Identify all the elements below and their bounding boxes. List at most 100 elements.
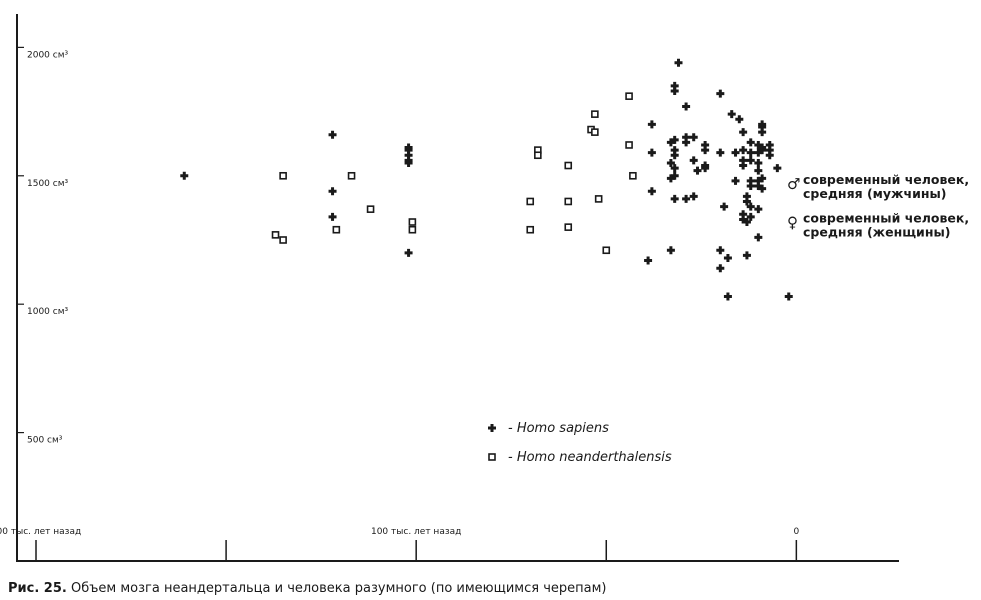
neanderthal-point bbox=[526, 197, 535, 206]
homo-sapiens-point bbox=[666, 246, 675, 255]
homo-sapiens-point bbox=[328, 212, 337, 221]
homo-sapiens-point bbox=[682, 194, 691, 203]
scatter-chart: 2000 см³ 1500 см³ 1000 см³ 500 см³ 200 тыс.… bbox=[0, 14, 969, 562]
y-tick-label: 500 см³ bbox=[27, 436, 63, 446]
male-symbol-icon: ♂ bbox=[787, 175, 800, 193]
homo-sapiens-point bbox=[180, 171, 189, 180]
homo-sapiens-point bbox=[404, 146, 413, 155]
reference-label-line2: средняя (мужчины) bbox=[803, 186, 946, 201]
homo-sapiens-point bbox=[328, 130, 337, 139]
neanderthal-point bbox=[408, 225, 417, 234]
homo-sapiens-point bbox=[784, 292, 793, 301]
homo-sapiens-point bbox=[670, 164, 679, 173]
homo-sapiens-point bbox=[404, 158, 413, 167]
caption-text: Объем мозга неандертальца и человека раз… bbox=[66, 581, 607, 596]
homo-sapiens-point bbox=[682, 138, 691, 147]
homo-sapiens-point bbox=[666, 174, 675, 183]
homo-sapiens-point bbox=[731, 148, 740, 157]
neanderthal-point bbox=[564, 223, 573, 231]
homo-sapiens-point bbox=[727, 110, 736, 119]
homo-sapiens-point bbox=[765, 151, 774, 160]
x-ticks: 200 тыс. лет назад 100 тыс. лет назад 0 bbox=[0, 527, 799, 561]
homo-sapiens-point bbox=[739, 128, 748, 137]
homo-sapiens-point bbox=[701, 164, 710, 173]
neanderthal-point bbox=[564, 197, 573, 206]
homo-sapiens-point bbox=[693, 166, 702, 175]
neanderthal-point bbox=[347, 171, 356, 180]
y-ticks: 2000 см³ 1500 см³ 1000 см³ 500 см³ bbox=[17, 46, 69, 446]
x-tick-label: 200 тыс. лет назад bbox=[0, 527, 81, 537]
homo-sapiens-point bbox=[328, 187, 337, 196]
homo-sapiens-point bbox=[735, 115, 744, 124]
homo-sapiens-point bbox=[404, 151, 413, 160]
homo-sapiens-point bbox=[754, 205, 763, 214]
reference-label-line1: современный человек, bbox=[803, 211, 969, 226]
homo-sapiens-point bbox=[746, 176, 755, 185]
homo-sapiens-point bbox=[647, 187, 656, 196]
homo-sapiens-point bbox=[739, 156, 748, 165]
homo-sapiens-point bbox=[746, 148, 755, 157]
homo-sapiens-point bbox=[758, 174, 767, 183]
homo-sapiens-point bbox=[723, 292, 732, 301]
neanderthal-point bbox=[279, 236, 287, 244]
homo-sapiens-point bbox=[674, 58, 683, 67]
homo-sapiens-point bbox=[647, 120, 656, 129]
x-tick-label: 100 тыс. лет назад bbox=[371, 527, 461, 537]
neanderthal-point bbox=[564, 161, 573, 170]
homo-sapiens-point bbox=[746, 212, 755, 221]
homo-sapiens-point bbox=[754, 148, 763, 157]
neanderthal-point bbox=[534, 151, 542, 160]
homo-sapiens-point bbox=[647, 148, 656, 157]
homo-sapiens-point bbox=[742, 251, 751, 260]
legend-sapiens-marker bbox=[488, 424, 496, 432]
homo-sapiens-point bbox=[670, 151, 679, 160]
legend-neanderthal-marker bbox=[488, 453, 496, 461]
homo-sapiens-point bbox=[754, 140, 763, 149]
reference-markers: ♂ современный человек,средняя (мужчины)♀ с… bbox=[787, 172, 969, 240]
homo-sapiens-point bbox=[716, 264, 725, 273]
homo-sapiens-point bbox=[758, 184, 767, 193]
homo-sapiens-point bbox=[754, 176, 763, 185]
homo-sapiens-point bbox=[746, 202, 755, 211]
homo-sapiens-point bbox=[404, 248, 413, 257]
homo-sapiens-point bbox=[689, 133, 698, 142]
homo-sapiens-point bbox=[670, 146, 679, 155]
homo-sapiens-point bbox=[754, 182, 763, 191]
homo-sapiens-point bbox=[666, 158, 675, 167]
neanderthal-point bbox=[625, 141, 633, 149]
homo-sapiens-point bbox=[773, 164, 782, 173]
figure-caption: Рис. 25. Объем мозга неандертальца и чел… bbox=[8, 581, 606, 596]
neanderthal-point bbox=[591, 128, 599, 136]
homo-sapiens-point bbox=[701, 140, 710, 149]
neanderthal-point bbox=[526, 225, 535, 234]
female-symbol-icon: ♀ bbox=[787, 214, 798, 232]
homo-sapiens-point bbox=[739, 210, 748, 219]
homo-sapiens-point bbox=[670, 194, 679, 203]
data-points bbox=[180, 58, 793, 301]
homo-sapiens-point bbox=[746, 138, 755, 147]
homo-sapiens-point bbox=[689, 192, 698, 201]
homo-sapiens-point bbox=[670, 171, 679, 180]
homo-sapiens-point bbox=[670, 81, 679, 90]
homo-sapiens-point bbox=[670, 87, 679, 96]
neanderthal-point bbox=[366, 205, 375, 213]
y-tick-label: 1500 см³ bbox=[27, 179, 69, 189]
homo-sapiens-point bbox=[758, 128, 767, 137]
homo-sapiens-point bbox=[765, 140, 774, 149]
homo-sapiens-point bbox=[754, 233, 763, 242]
homo-sapiens-point bbox=[670, 135, 679, 144]
homo-sapiens-point bbox=[723, 253, 732, 262]
neanderthal-point bbox=[602, 246, 611, 255]
homo-sapiens-point bbox=[682, 102, 691, 111]
x-tick-label: 0 bbox=[793, 527, 799, 537]
homo-sapiens-point bbox=[742, 192, 751, 201]
homo-sapiens-point bbox=[666, 138, 675, 147]
homo-sapiens-point bbox=[716, 246, 725, 255]
homo-sapiens-point bbox=[720, 202, 729, 211]
neanderthal-point bbox=[332, 225, 341, 234]
homo-sapiens-point bbox=[754, 158, 763, 167]
homo-sapiens-point bbox=[765, 146, 774, 155]
homo-sapiens-point bbox=[716, 89, 725, 98]
homo-sapiens-point bbox=[739, 146, 748, 155]
neanderthal-point bbox=[591, 110, 599, 118]
